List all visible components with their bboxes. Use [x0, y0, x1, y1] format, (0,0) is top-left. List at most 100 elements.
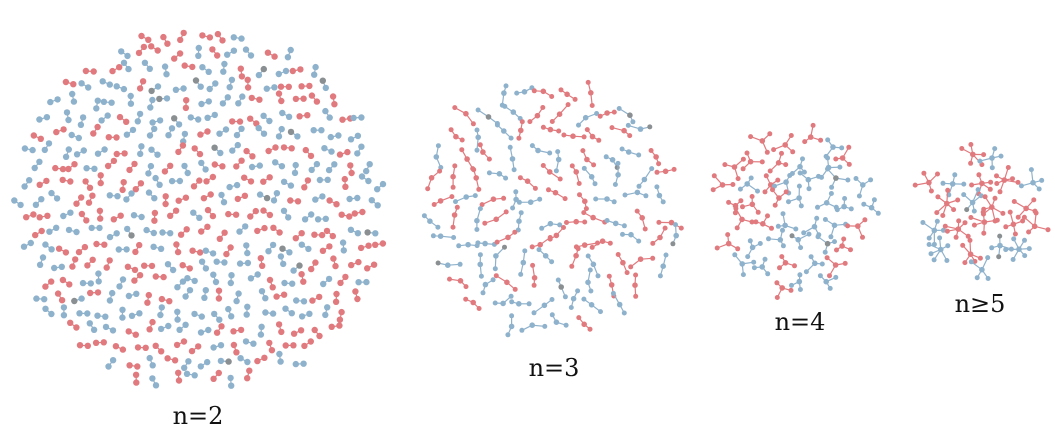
node [780, 243, 786, 249]
component-n2-162 [162, 193, 169, 208]
component-n2-199 [143, 226, 157, 237]
node [739, 216, 745, 223]
node [572, 96, 578, 102]
node [430, 233, 436, 239]
node [557, 222, 563, 228]
node [69, 263, 76, 270]
node [971, 208, 977, 214]
component-n2-342 [292, 360, 307, 368]
component-n2-34 [148, 83, 162, 95]
node [508, 135, 514, 141]
node [542, 323, 548, 329]
node [108, 99, 115, 106]
node [109, 289, 116, 297]
node [779, 254, 785, 260]
component-n2-254 [95, 270, 102, 285]
node [118, 48, 125, 55]
node [593, 196, 599, 202]
node [998, 153, 1004, 159]
component-n2-182 [167, 207, 180, 219]
component-n2-11 [209, 46, 221, 59]
node [119, 346, 127, 353]
node [293, 297, 300, 304]
node [185, 358, 192, 365]
node [616, 106, 622, 111]
node [97, 172, 104, 179]
node [282, 305, 289, 312]
component-n2-27 [289, 66, 304, 75]
node [751, 265, 757, 271]
component-n2-61 [63, 109, 72, 124]
component-n2-318 [328, 322, 343, 330]
node [145, 291, 152, 299]
component-n2-157 [73, 194, 85, 207]
node [217, 357, 225, 365]
component-n3-74 [670, 222, 679, 247]
node [448, 127, 454, 133]
node [151, 209, 159, 217]
node [722, 162, 728, 168]
node [301, 216, 309, 223]
node [199, 32, 206, 39]
node [287, 182, 295, 189]
node [39, 254, 47, 261]
component-n2-147 [260, 174, 273, 185]
node [288, 310, 295, 317]
component-n2-266 [320, 275, 333, 288]
node [159, 229, 166, 236]
node [476, 306, 482, 311]
component-n2-245 [277, 253, 287, 268]
node [573, 218, 579, 225]
component-n2-270 [54, 290, 66, 304]
node [615, 160, 621, 166]
component-n2-226 [279, 245, 293, 256]
node [570, 133, 576, 139]
node [477, 142, 483, 148]
component-n2-338 [217, 357, 232, 365]
node [678, 225, 684, 231]
node [480, 290, 486, 296]
node [243, 147, 250, 155]
component-n4-15 [825, 166, 851, 190]
node [797, 272, 803, 278]
node [168, 177, 176, 185]
node [32, 201, 40, 208]
node [762, 189, 768, 195]
component-n2-170 [312, 193, 326, 203]
node [1031, 197, 1037, 203]
node [782, 142, 788, 148]
node [110, 216, 118, 223]
component-n3-42 [654, 166, 677, 175]
component-n2-23 [220, 60, 228, 75]
component-n3-98 [581, 296, 603, 315]
node [266, 339, 273, 347]
node [277, 253, 285, 260]
component-n2-6 [118, 48, 131, 60]
node [576, 315, 582, 321]
component-n2-57 [292, 95, 307, 103]
node [575, 246, 581, 252]
node [582, 114, 589, 121]
component-n2-307 [125, 328, 139, 338]
component-n2-282 [273, 291, 288, 300]
component-n2-161 [145, 189, 158, 202]
component-n2-218 [132, 241, 143, 256]
node [179, 142, 187, 149]
node [557, 176, 563, 182]
node [802, 139, 808, 145]
node [294, 198, 302, 205]
node [450, 184, 456, 190]
node [184, 169, 191, 177]
node [517, 175, 523, 181]
node [801, 169, 807, 175]
component-n2-103 [148, 146, 161, 158]
node [365, 242, 372, 249]
node [190, 209, 197, 216]
node [197, 83, 204, 90]
node [822, 217, 828, 222]
node [437, 198, 444, 204]
component-n2-281 [258, 288, 269, 302]
node [493, 253, 499, 259]
component-n5-4 [969, 172, 994, 197]
node [261, 354, 268, 361]
